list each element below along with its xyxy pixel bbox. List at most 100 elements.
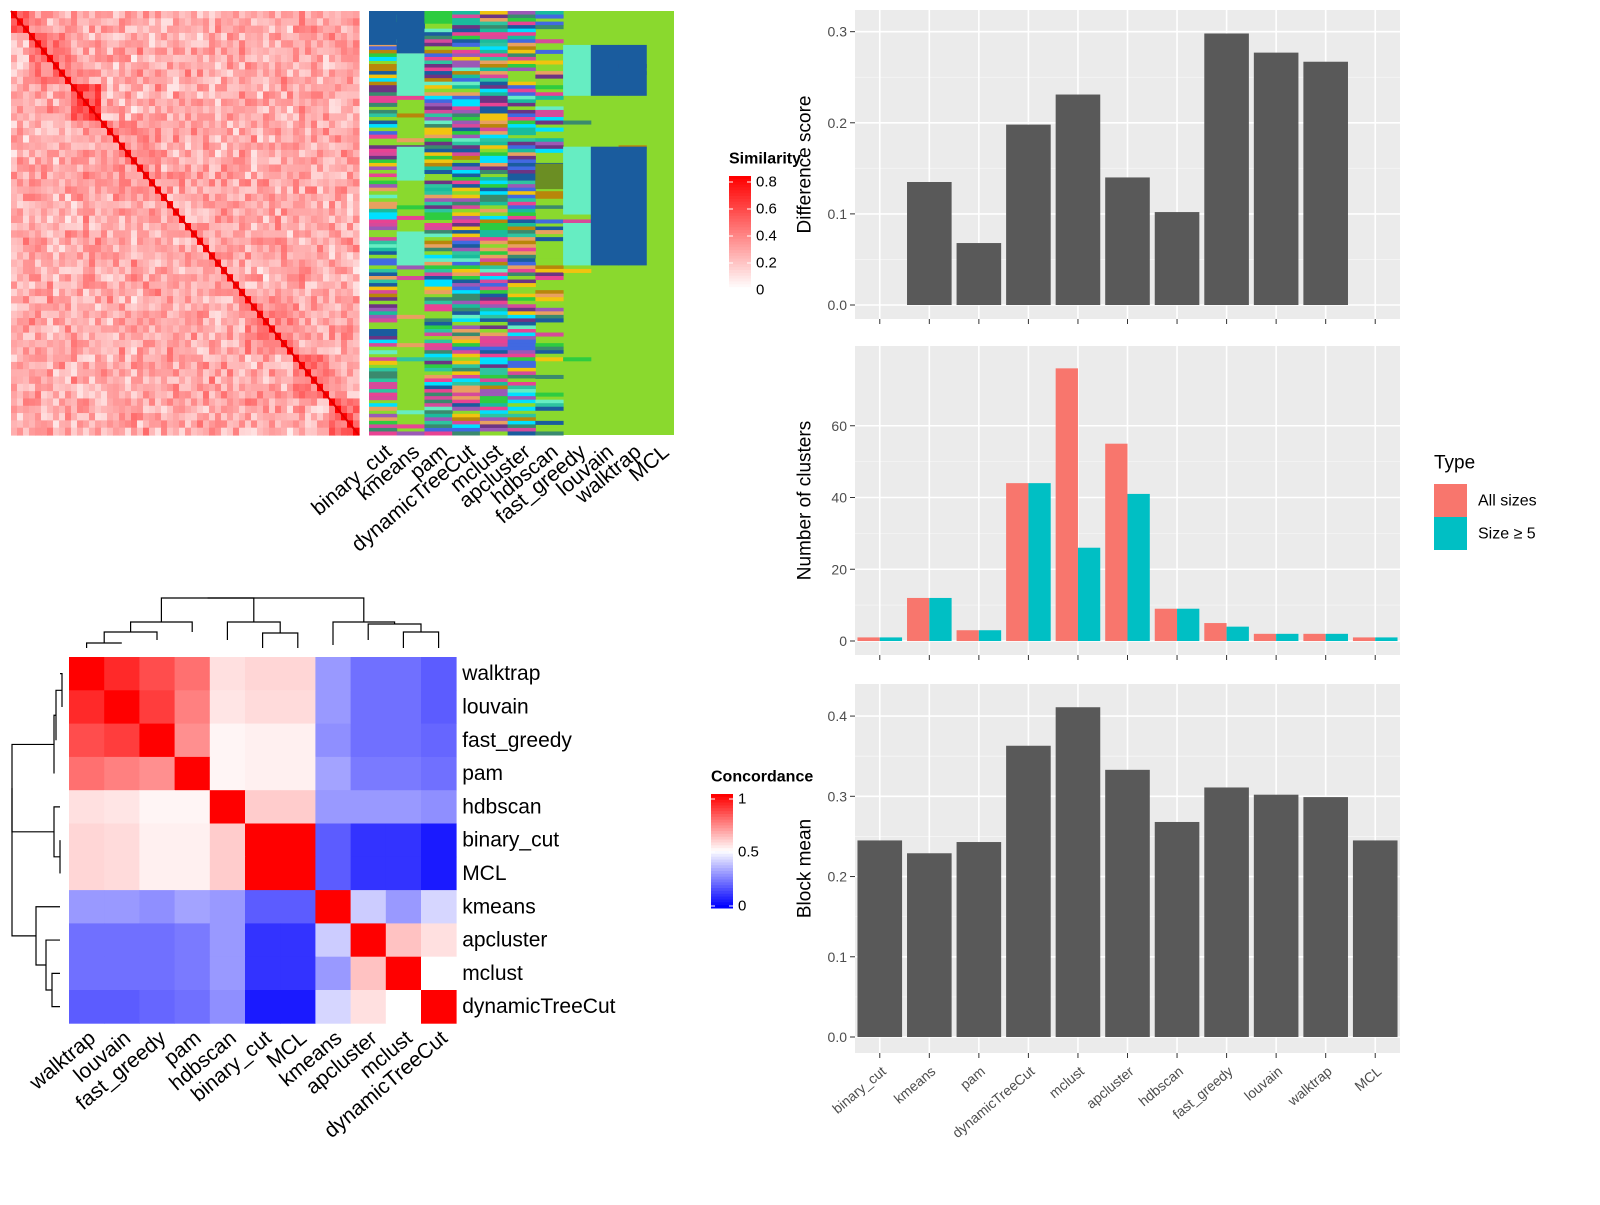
similarity-cell [221,84,228,93]
similarity-cell [143,76,150,85]
similarity-cell [89,310,96,319]
x-tick-label: louvain [1241,1063,1285,1104]
similarity-cell [101,171,108,180]
similarity-cell [179,252,186,261]
similarity-cell [215,98,222,107]
similarity-cell [89,25,96,34]
concordance-legend-swatch [711,870,733,875]
similarity-cell [101,62,108,71]
classification-cell [424,403,453,408]
similarity-cell [89,296,96,305]
similarity-cell [269,164,276,173]
classification-cell [535,25,564,30]
similarity-cell [143,361,150,370]
classification-cell [369,88,398,93]
similarity-cell [311,420,318,429]
similarity-cell [113,215,120,224]
similarity-cell [125,398,132,407]
similarity-cell [71,127,78,136]
classification-cell [535,92,564,97]
similarity-cell [83,54,90,63]
similarity-cell [281,237,288,246]
similarity-cell [257,149,264,158]
similarity-cell [155,376,162,385]
similarity-cell [119,179,126,188]
similarity-cell [119,332,126,341]
similarity-cell [107,376,114,385]
classification-cell [396,265,425,270]
concordance-cell [280,990,316,1024]
similarity-cell [107,69,114,78]
similarity-cell [323,230,330,239]
similarity-cell [329,318,336,326]
similarity-cell [167,427,174,436]
classification-cell [479,244,509,249]
similarity-cell [293,398,300,407]
classification-cell [424,300,453,305]
similarity-cell [275,398,282,407]
classification-cell [535,406,564,411]
classification-cell [507,95,536,100]
similarity-cell [203,32,210,41]
classification-cell [479,413,509,418]
similarity-cell [287,223,294,231]
classification-cell [369,120,398,125]
similarity-cell [11,266,18,275]
classification-cell [507,321,536,326]
similarity-cell [305,135,312,144]
similarity-cell [251,347,258,356]
classification-cell [507,205,536,210]
bar [1055,707,1101,1037]
similarity-cell [149,325,156,334]
similarity-cell [329,120,336,129]
classification-cell [424,378,453,383]
similarity-cell [185,266,192,275]
similarity-cell [101,208,108,217]
similarity-cell [323,84,330,93]
similarity-cell [299,347,306,356]
similarity-cell [155,47,162,56]
similarity-cell [335,186,342,195]
similarity-cell [257,237,264,246]
classification-cell [424,244,453,249]
similarity-cell [59,413,66,421]
similarity-cell [347,274,354,283]
classification-cell [507,177,536,182]
similarity-cell [287,69,294,78]
similarity-cell [89,164,96,173]
similarity-cell [221,361,228,370]
similarity-cell [155,149,162,158]
similarity-cell [335,76,342,85]
classification-cell [535,237,564,242]
similarity-cell [209,354,216,363]
classification-cell [507,152,536,157]
similarity-cell [101,106,108,114]
classification-cell [507,106,536,111]
similarity-cell [77,142,84,151]
classification-cell [369,307,398,312]
similarity-cell [107,274,114,283]
similarity-cell [185,354,192,363]
concordance-cell [104,823,140,858]
similarity-cell [167,288,174,297]
similarity-cell [137,47,144,56]
similarity-cell [23,347,30,356]
similarity-cell [59,215,66,224]
similarity-cell [167,91,174,100]
similarity-cell [23,354,30,363]
similarity-cell [53,296,60,305]
similarity-cell [341,11,348,19]
similarity-cell [275,157,282,166]
bar-all-sizes [857,637,880,641]
similarity-cell [251,318,258,326]
similarity-cell [53,266,60,275]
similarity-cell [275,11,282,19]
similarity-cell [269,149,276,158]
similarity-cell [59,405,66,414]
similarity-cell [29,120,36,129]
similarity-cell [119,296,126,305]
similarity-cell [113,230,120,239]
similarity-cell [305,208,312,217]
bar [907,853,952,1037]
similarity-cell [275,201,282,209]
